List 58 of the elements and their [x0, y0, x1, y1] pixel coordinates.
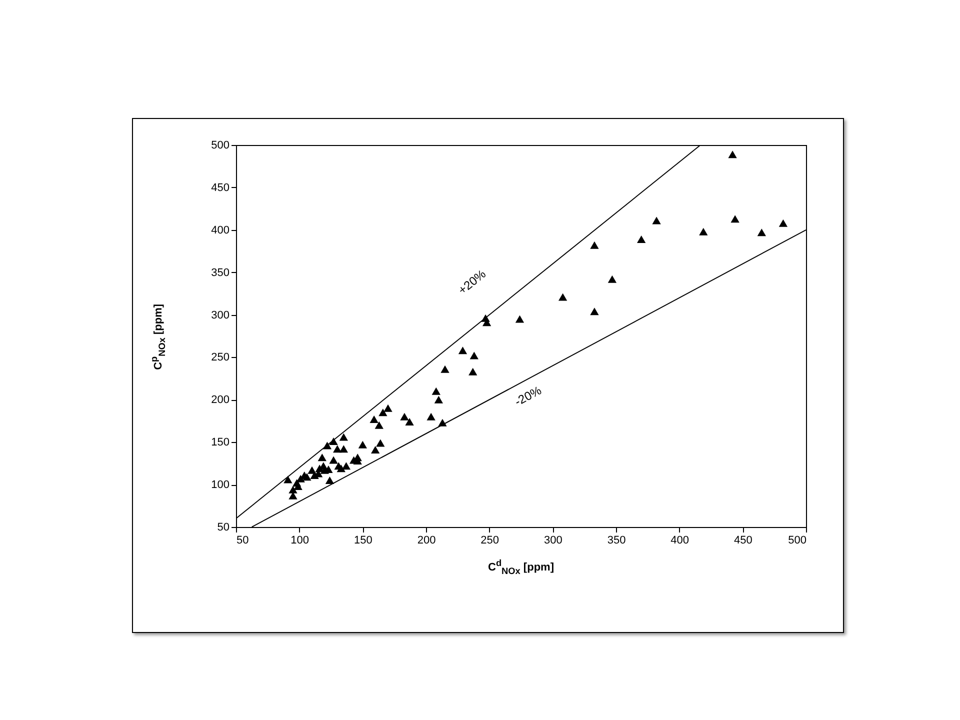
point [318, 454, 326, 462]
point [458, 346, 468, 354]
x-tick-label: 200 [417, 534, 436, 546]
point [371, 446, 380, 454]
annotation: -20% [512, 383, 544, 409]
x-tick-label: 100 [290, 534, 310, 546]
point [730, 215, 740, 223]
point [432, 387, 440, 395]
point [400, 412, 409, 420]
y-tick-label: 150 [211, 436, 230, 449]
point [468, 368, 478, 376]
point [325, 476, 334, 484]
point [302, 473, 312, 481]
point [339, 445, 348, 453]
point [608, 275, 617, 283]
point [652, 216, 661, 224]
point [728, 150, 737, 158]
point [405, 418, 414, 426]
y-tick-label: 500 [211, 140, 230, 152]
point [333, 445, 342, 453]
point [339, 433, 348, 441]
point [376, 439, 385, 447]
point [470, 352, 478, 360]
x-tick-label: 300 [544, 534, 562, 546]
point [699, 228, 708, 236]
y-tick-label: 400 [211, 224, 230, 236]
x-tick-label: 50 [236, 534, 249, 546]
y-tick-label: 250 [211, 352, 230, 364]
x-tick-label: 350 [607, 534, 626, 546]
y-tick-label: 100 [211, 479, 230, 492]
y-tick-label: 200 [211, 394, 230, 406]
point [378, 408, 388, 416]
x-tick-label: 250 [480, 534, 500, 546]
point [590, 241, 599, 249]
x-tick-label: 150 [354, 534, 372, 546]
point [434, 396, 443, 404]
point [426, 412, 436, 420]
point [440, 365, 450, 373]
y-tick-label: 50 [217, 522, 230, 534]
point [757, 228, 766, 236]
point [637, 235, 646, 243]
x-tick-label: 450 [734, 534, 752, 546]
x-axis-title: C$^{d}$$_{NOx}$ [ppm] [487, 558, 555, 576]
point [288, 486, 298, 494]
y-tick-label: 450 [211, 182, 230, 194]
point [358, 440, 367, 448]
point [558, 293, 568, 301]
point [384, 404, 392, 412]
point [370, 415, 378, 423]
x-tick-label: 500 [788, 534, 806, 546]
point [374, 421, 384, 429]
point [778, 219, 788, 227]
y-tick-label: 300 [211, 309, 230, 322]
point [329, 456, 338, 464]
y-tick-label: 350 [211, 266, 230, 279]
point [515, 315, 524, 323]
x-tick-label: 400 [670, 534, 690, 546]
point [590, 308, 599, 316]
